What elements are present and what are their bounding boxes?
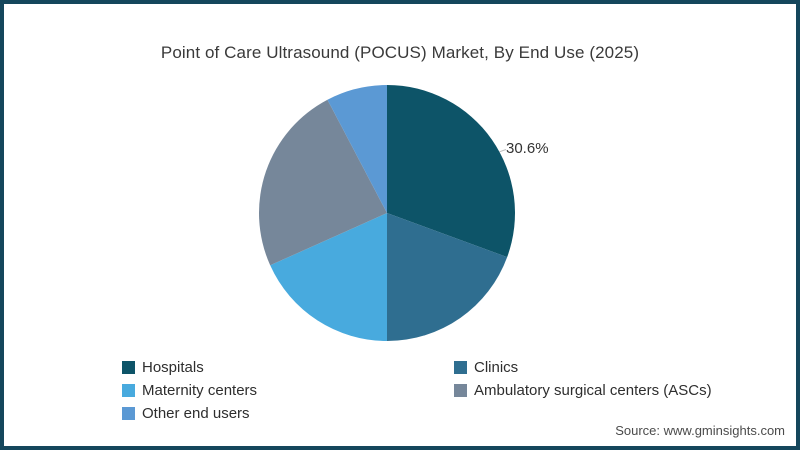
legend-label: Hospitals [142, 359, 204, 376]
chart-title: Point of Care Ultrasound (POCUS) Market,… [160, 43, 640, 62]
data-label-hospitals: 30.6% [506, 140, 549, 157]
legend-item-clinics: Clinics [454, 356, 712, 379]
legend-item-hospitals: Hospitals [122, 356, 454, 379]
pie-slice-other-end-users [327, 85, 387, 213]
legend-swatch-icon [122, 384, 135, 397]
pie-slice-clinics [387, 213, 508, 341]
legend-swatch-icon [454, 361, 467, 374]
legend-swatch-icon [122, 361, 135, 374]
legend-label: Maternity centers [142, 382, 258, 399]
legend-item-other-end-users: Other end users [122, 402, 454, 425]
pie-slice-maternity-centers [270, 213, 387, 341]
legend-label: Clinics [474, 359, 519, 376]
legend-swatch-icon [454, 384, 467, 397]
legend-column: Hospitals Maternity centers Other end user… [122, 356, 454, 425]
legend-label: Other end users [142, 405, 250, 422]
pie-slice-hospitals [387, 85, 516, 258]
legend-column: Clinics Ambulatory surgical centers (ASCs… [454, 356, 712, 402]
pie-chart [259, 85, 516, 341]
data-label-leader-line [499, 149, 507, 153]
legend-item-maternity-centers: Maternity centers [122, 379, 454, 402]
legend-item-ambulatory-surgical-centers-ascs: Ambulatory surgical centers (ASCs) [454, 379, 712, 402]
legend: Hospitals Maternity centers Other end user… [122, 356, 712, 425]
legend-label: Ambulatory surgical centers (ASCs) [474, 382, 712, 399]
pie-slice-ambulatory-surgical-centers-ascs [259, 99, 387, 266]
legend-swatch-icon [122, 407, 135, 420]
source-note: Source: www.gminsights.com [615, 423, 785, 438]
